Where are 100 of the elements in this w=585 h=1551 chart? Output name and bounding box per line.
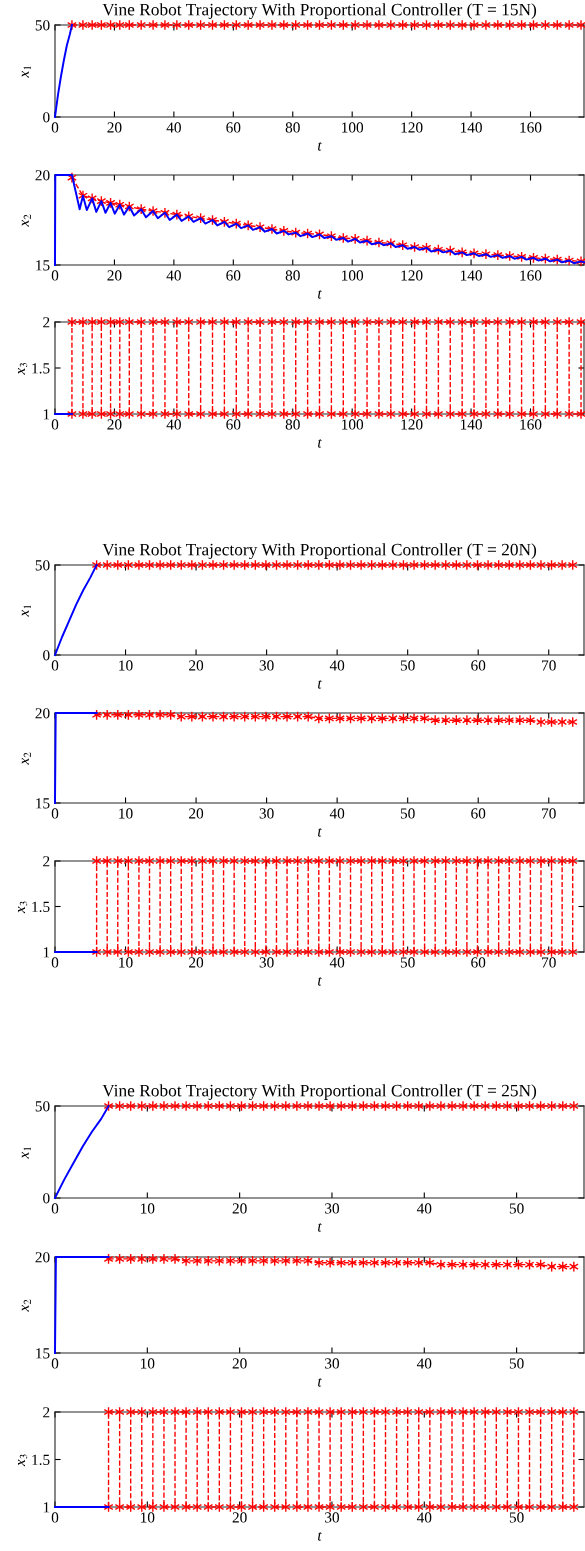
x-tick-label: 40 xyxy=(329,660,345,671)
x-tick-label: 40 xyxy=(166,270,181,281)
y-tick-label: 50 xyxy=(35,1101,50,1112)
x-tick-label: 160 xyxy=(520,122,542,133)
chart-title: Vine Robot Trajectory With Proportional Controller (T = 20N) xyxy=(102,543,537,560)
point xyxy=(447,1259,457,1271)
chart-title: Vine Robot Trajectory With Proportional Controller (T = 25N) xyxy=(102,1084,537,1101)
x-axis-title: t xyxy=(318,1377,322,1387)
x-tick-label: 0 xyxy=(51,660,59,671)
x-tick-label: 60 xyxy=(471,957,486,968)
x-axis-title: t xyxy=(318,1531,322,1541)
x-tick-label: 160 xyxy=(520,419,542,430)
x-tick-label: 120 xyxy=(401,122,423,133)
x-tick-label: 50 xyxy=(509,1358,524,1369)
x-axis-title: t xyxy=(318,438,322,448)
point xyxy=(325,1257,336,1269)
x-tick-label: 40 xyxy=(329,957,345,968)
y-axis-title: x$_{1}$ xyxy=(21,66,31,78)
y-tick-label: 1.5 xyxy=(32,363,50,374)
y-axis-title: x$_{2}$ xyxy=(21,752,31,765)
x-tick-label: 40 xyxy=(329,808,345,819)
y-tick-label: 1.5 xyxy=(32,901,50,913)
x-tick-label: 10 xyxy=(141,1512,155,1523)
x-tick-label: 0 xyxy=(51,122,59,133)
y-tick-label: 15 xyxy=(36,798,50,809)
x-tick-label: 30 xyxy=(325,1512,340,1523)
y-tick-label: 50 xyxy=(35,560,50,571)
x-tick-label: 20 xyxy=(189,660,204,671)
x-tick-label: 30 xyxy=(259,660,274,671)
x-axis-title: t xyxy=(318,827,322,837)
y-tick-label: 1 xyxy=(43,947,50,958)
point xyxy=(192,1255,203,1267)
x-tick-label: 0 xyxy=(51,957,59,968)
y-axis-title: x$_{2}$ xyxy=(21,214,31,227)
x-tick-label: 40 xyxy=(416,1203,432,1214)
y-axis-title: x$_{3}$ xyxy=(17,362,28,375)
y-axis-title: x$_{3}$ xyxy=(17,901,28,914)
x-tick-label: 100 xyxy=(342,270,364,281)
x-tick-label: 50 xyxy=(400,808,415,819)
point xyxy=(424,1257,435,1269)
y-tick-label: 15 xyxy=(36,260,50,271)
y-tick-label: 2 xyxy=(43,1407,50,1418)
y-axis-title: x$_{3}$ xyxy=(17,1454,28,1467)
x-tick-label: 60 xyxy=(226,270,241,281)
x-tick-label: 160 xyxy=(520,270,542,281)
x-tick-label: 20 xyxy=(107,270,122,281)
point xyxy=(435,1259,446,1271)
x-tick-label: 30 xyxy=(325,1358,340,1369)
point xyxy=(147,1253,158,1265)
y-tick-label: 1 xyxy=(43,1502,50,1513)
x-tick-label: 140 xyxy=(460,122,482,133)
point xyxy=(291,1255,302,1267)
x-tick-label: 0 xyxy=(51,1358,59,1369)
chart-title: Vine Robot Trajectory With Proportional Controller (T = 15N) xyxy=(102,3,537,20)
x-tick-label: 0 xyxy=(51,419,59,430)
x-tick-label: 10 xyxy=(119,808,133,819)
x-tick-label: 40 xyxy=(416,1512,432,1523)
x-tick-label: 20 xyxy=(232,1512,247,1523)
y-tick-label: 0 xyxy=(43,112,50,123)
point xyxy=(170,1253,180,1265)
x-axis-title: t xyxy=(318,679,322,689)
x-tick-label: 60 xyxy=(226,419,241,430)
x-tick-label: 0 xyxy=(51,808,59,819)
x-tick-label: 10 xyxy=(119,957,133,968)
x-tick-label: 20 xyxy=(232,1358,247,1369)
y-axis-title: x$_{1}$ xyxy=(21,1147,31,1159)
x-tick-label: 20 xyxy=(232,1203,247,1214)
y-tick-label: 20 xyxy=(35,1252,50,1263)
point xyxy=(458,1259,468,1271)
x-tick-label: 140 xyxy=(460,270,482,281)
x-tick-label: 10 xyxy=(141,1358,155,1369)
y-tick-label: 2 xyxy=(43,317,50,328)
x-tick-label: 100 xyxy=(342,419,364,430)
point xyxy=(181,1255,192,1267)
x-tick-label: 0 xyxy=(51,1512,59,1523)
x-tick-label: 120 xyxy=(401,270,423,281)
y-tick-label: 1.5 xyxy=(32,1454,50,1466)
x-tick-label: 30 xyxy=(325,1203,340,1214)
x-tick-label: 80 xyxy=(285,419,300,430)
x-tick-label: 30 xyxy=(259,957,274,968)
x-tick-label: 50 xyxy=(400,957,415,968)
x-tick-label: 60 xyxy=(471,660,486,671)
x-tick-label: 20 xyxy=(107,122,122,133)
y-tick-label: 0 xyxy=(43,1193,50,1204)
x-tick-label: 0 xyxy=(51,270,59,281)
x-tick-label: 70 xyxy=(542,660,556,671)
x-axis-title: t xyxy=(318,141,322,151)
y-tick-label: 0 xyxy=(43,650,50,661)
x-tick-label: 60 xyxy=(471,808,486,819)
x-tick-label: 60 xyxy=(226,122,241,133)
x-tick-label: 40 xyxy=(166,419,181,430)
x-tick-label: 80 xyxy=(285,122,300,133)
point xyxy=(159,1253,169,1265)
x-tick-label: 70 xyxy=(542,957,556,968)
x-tick-label: 30 xyxy=(259,808,274,819)
x-tick-label: 80 xyxy=(285,270,300,281)
x-axis-title: t xyxy=(318,289,322,299)
x-tick-label: 50 xyxy=(509,1512,524,1523)
y-axis-title: x$_{2}$ xyxy=(21,1299,31,1312)
x-tick-label: 20 xyxy=(107,419,122,430)
